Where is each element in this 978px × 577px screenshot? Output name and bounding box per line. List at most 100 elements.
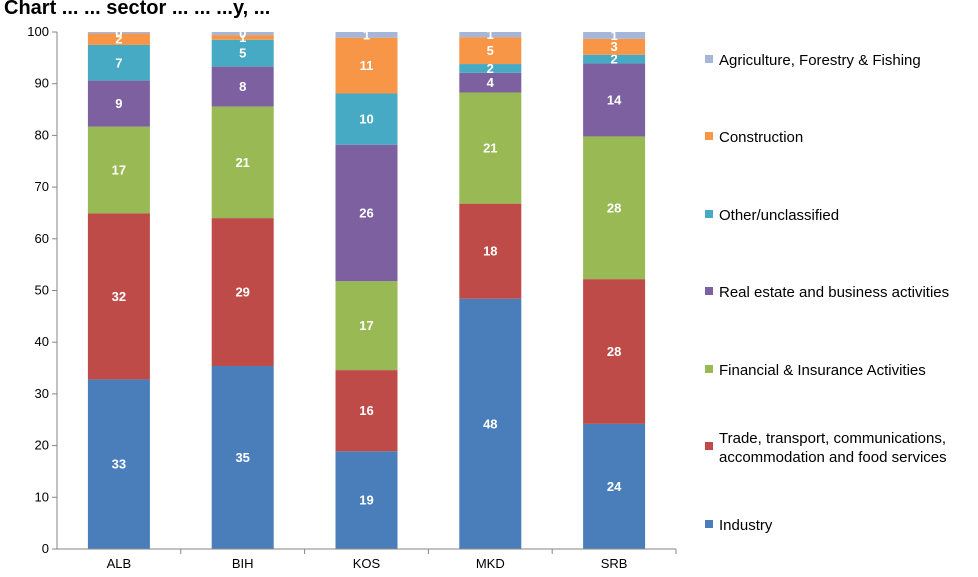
y-tick-label: 50 <box>35 283 49 298</box>
plot-area: 01020304050607080901003332179720ALB35292… <box>27 24 677 571</box>
bar-segment <box>583 279 646 424</box>
data-label: 48 <box>483 416 497 431</box>
bar-segment <box>583 136 646 280</box>
bar-segment <box>335 37 398 94</box>
x-tick-label: BIH <box>232 556 254 571</box>
legend-swatch <box>705 287 713 295</box>
data-label: 17 <box>359 318 373 333</box>
legend-item: Other/unclassified <box>705 207 839 224</box>
bar-segment <box>211 32 274 36</box>
bar-segment <box>583 38 646 55</box>
legend: Agriculture, Forestry & Fishing Construct… <box>705 52 949 534</box>
chart-title: Chart ... ... sector ... ... ...y, ... <box>4 0 270 19</box>
bar-segment <box>459 92 522 204</box>
legend-label: Other/unclassified <box>719 207 839 224</box>
data-label: 5 <box>487 43 494 58</box>
data-label: 26 <box>359 205 373 220</box>
data-label: 8 <box>239 79 246 94</box>
data-label: 19 <box>359 493 373 508</box>
y-tick-label: 40 <box>35 334 49 349</box>
data-label: 21 <box>235 155 249 170</box>
bar-segment <box>211 66 274 107</box>
data-label: 35 <box>235 450 249 465</box>
legend-swatch <box>705 132 713 140</box>
y-tick-label: 20 <box>35 438 49 453</box>
bar-segment <box>211 39 274 67</box>
bar-segment <box>87 80 150 127</box>
bar-segment <box>87 32 150 34</box>
legend-item: Construction <box>705 129 803 146</box>
data-label: 2 <box>487 61 494 76</box>
data-label: 18 <box>483 244 497 259</box>
legend-item: Real estate and business activities <box>705 284 949 301</box>
data-label: 9 <box>115 96 122 111</box>
legend-swatch <box>705 442 713 450</box>
bar-segment <box>583 54 646 64</box>
bar-segment <box>335 93 398 145</box>
bar-segment <box>87 126 150 214</box>
bar-segment <box>87 44 150 81</box>
data-label: 1 <box>610 28 617 43</box>
data-label: 2 <box>610 52 617 67</box>
legend-item: Agriculture, Forestry & Fishing <box>705 52 921 69</box>
data-label: 10 <box>359 112 373 127</box>
data-label: 28 <box>607 200 621 215</box>
bar-segment <box>87 213 150 380</box>
bar-segment <box>335 370 398 452</box>
legend-item: Trade, transport, communications, accommo… <box>705 430 947 466</box>
data-label: 1 <box>363 27 370 42</box>
bar-segment <box>459 64 522 73</box>
legend-label: Trade, transport, communications, <box>719 430 946 447</box>
x-tick-label: MKD <box>476 556 505 571</box>
bar-segment <box>335 451 398 549</box>
data-label: 21 <box>483 141 497 156</box>
bar-segment <box>211 106 274 219</box>
legend-label: Financial & Insurance Activities <box>719 362 926 379</box>
x-tick-label: SRB <box>601 556 628 571</box>
data-label: 7 <box>115 55 122 70</box>
bar-segment <box>583 63 646 137</box>
bar-segment <box>87 33 150 45</box>
data-label: 17 <box>112 163 126 178</box>
bar-segment <box>335 144 398 282</box>
y-tick-label: 90 <box>35 76 49 91</box>
data-label: 32 <box>112 289 126 304</box>
data-label: 3 <box>610 39 617 54</box>
x-tick-label: ALB <box>107 556 132 571</box>
legend-item: Financial & Insurance Activities <box>705 362 926 379</box>
data-label: 0 <box>239 26 246 41</box>
y-tick-label: 60 <box>35 231 49 246</box>
bar-segment <box>459 72 522 93</box>
bar-segment <box>211 218 274 366</box>
bar-segment <box>211 35 274 40</box>
legend-swatch <box>705 365 713 373</box>
data-label: 28 <box>607 344 621 359</box>
bar-segment <box>459 298 522 549</box>
data-label: 11 <box>360 58 374 73</box>
x-tick-label: KOS <box>353 556 381 571</box>
y-tick-label: 30 <box>35 386 49 401</box>
y-tick-label: 10 <box>35 489 49 504</box>
legend-swatch <box>705 55 713 63</box>
legend-label: Agriculture, Forestry & Fishing <box>719 52 921 69</box>
data-label: 29 <box>235 285 249 300</box>
data-label: 33 <box>112 457 126 472</box>
bar-segment <box>211 365 274 549</box>
bar-segment <box>583 423 646 549</box>
legend-label: Industry <box>719 517 773 534</box>
y-tick-label: 70 <box>35 179 49 194</box>
legend-label: accommodation and food services <box>719 449 947 466</box>
data-label: 16 <box>359 403 373 418</box>
legend-item: Industry <box>705 517 773 534</box>
bar-segment <box>459 32 522 38</box>
legend-swatch <box>705 210 713 218</box>
legend-label: Construction <box>719 129 803 146</box>
y-tick-label: 80 <box>35 127 49 142</box>
data-label: 24 <box>607 479 622 494</box>
y-tick-label: 0 <box>42 541 49 556</box>
legend-swatch <box>705 520 713 528</box>
data-label: 14 <box>607 92 622 107</box>
bar-segment <box>335 281 398 371</box>
legend-label: Real estate and business activities <box>719 284 949 301</box>
